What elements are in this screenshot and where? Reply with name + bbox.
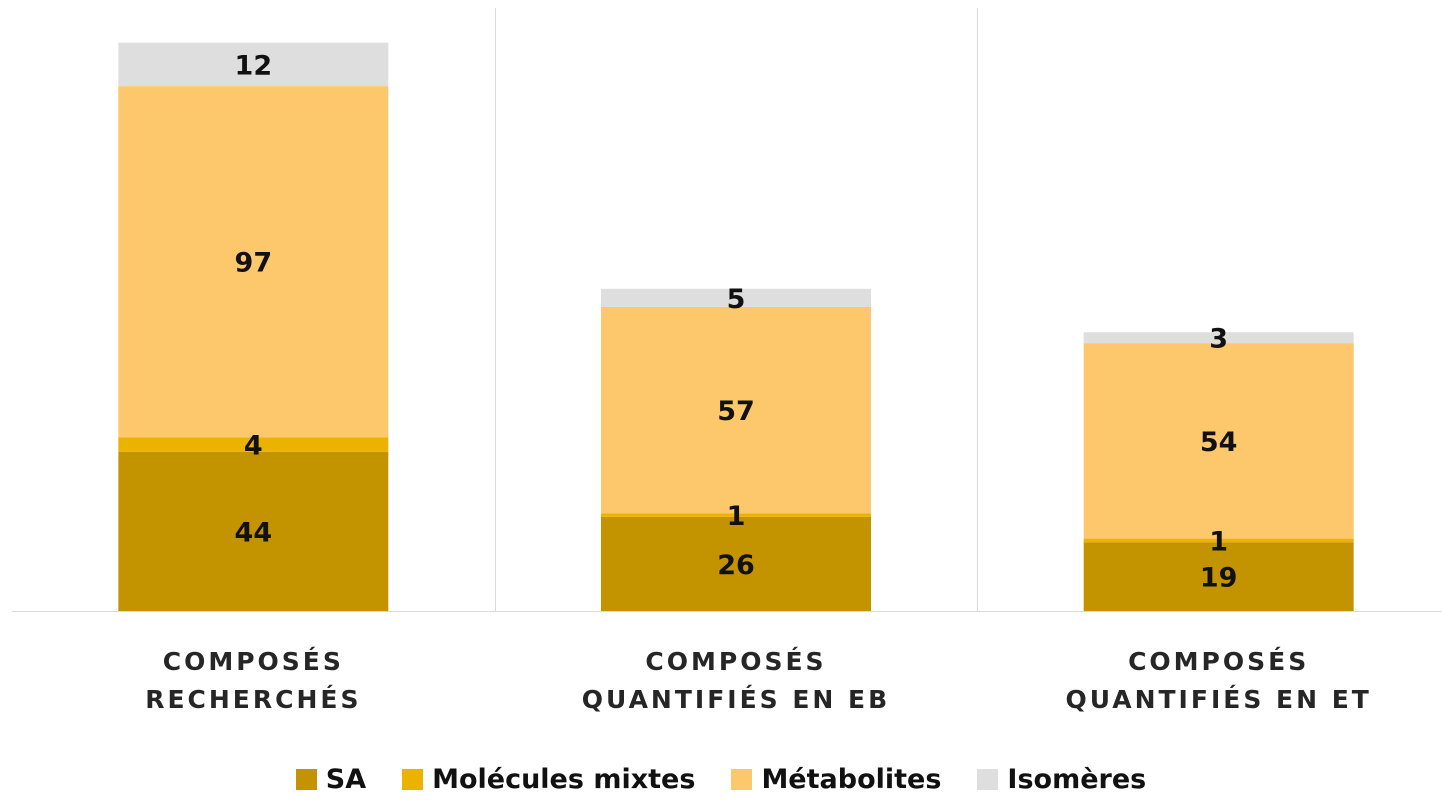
category-label-1-line-0: COMPOSÉS <box>645 647 826 676</box>
bar-sa-0 <box>118 451 389 611</box>
data-label-1-2: 1 <box>1209 526 1228 557</box>
data-label-1-0: 4 <box>244 430 263 461</box>
bar-segments <box>118 42 1354 611</box>
data-label-0-0: 44 <box>235 517 273 548</box>
legend-swatch <box>295 768 317 790</box>
bar-m-tabolites-0 <box>118 86 389 438</box>
data-label-0-1: 26 <box>717 550 755 581</box>
category-label-0-line-1: RECHERCHÉS <box>145 685 361 714</box>
data-label-3-2: 3 <box>1209 324 1228 355</box>
bar-isom-res-0 <box>118 42 389 87</box>
legend-swatch <box>731 768 753 790</box>
category-labels: COMPOSÉS RECHERCHÉS COMPOSÉS QUANTIFIÉS EN … <box>145 647 1371 714</box>
bar-mol-cules-mixtes-2 <box>1083 538 1354 543</box>
legend-label: Molécules mixtes <box>432 763 696 795</box>
data-label-2-1: 57 <box>717 396 755 427</box>
legend-item-1: Molécules mixtes <box>402 764 695 795</box>
bar-sa-1 <box>601 516 871 611</box>
data-label-0-2: 19 <box>1200 563 1238 594</box>
bar-isom-res-2 <box>1083 332 1354 344</box>
category-label-2-line-0: COMPOSÉS <box>1128 647 1309 676</box>
legend-label: SA <box>325 763 367 795</box>
data-label-3-0: 12 <box>235 50 273 81</box>
legend-item-2: Métabolites <box>731 764 941 795</box>
category-label-2-line-1: QUANTIFIÉS EN ET <box>1065 685 1371 714</box>
category-label-0-line-0: COMPOSÉS <box>163 647 344 676</box>
legend: SA Molécules mixtes Métabolites Isomères <box>0 754 1442 804</box>
category-separators <box>495 8 978 611</box>
bar-isom-res-1 <box>601 288 871 307</box>
legend-swatch <box>977 768 999 790</box>
legend-item-3: Isomères <box>977 764 1146 795</box>
category-label-1-line-1: QUANTIFIÉS EN EB <box>582 685 890 714</box>
bar-mol-cules-mixtes-1 <box>601 513 871 517</box>
data-label-2-2: 54 <box>1200 427 1238 458</box>
legend-swatch <box>402 768 424 790</box>
data-label-2-0: 97 <box>235 248 273 279</box>
bar-mol-cules-mixtes-0 <box>118 437 389 452</box>
legend-label: Isomères <box>1007 763 1147 795</box>
bar-sa-2 <box>1083 542 1354 611</box>
bar-m-tabolites-2 <box>1083 343 1354 539</box>
legend-item-0: SA <box>295 763 367 795</box>
legend-label: Métabolites <box>761 763 942 795</box>
data-label-3-1: 5 <box>727 284 746 315</box>
bar-m-tabolites-1 <box>601 306 871 514</box>
data-label-1-1: 1 <box>727 501 746 532</box>
